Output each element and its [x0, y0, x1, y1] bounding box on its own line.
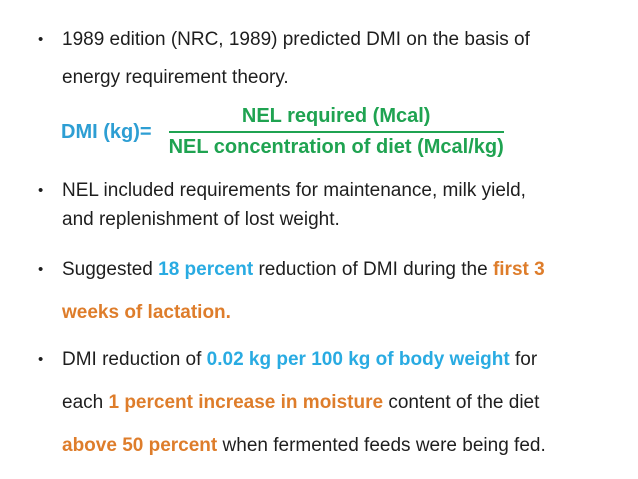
bullet-text-1: 1989 edition (NRC, 1989) predicted DMI o… [62, 21, 610, 97]
bullet-text-2: NEL included requirements for maintenanc… [62, 176, 610, 234]
text-segment: NEL included requirements for maintenanc… [62, 180, 526, 201]
bullet-text-4: DMI reduction of 0.02 kg per 100 kg of b… [62, 338, 610, 467]
highlight-orange: above 50 percent [62, 435, 218, 456]
text-line: weeks of lactation. [62, 291, 610, 334]
highlight-orange: weeks of lactation. [62, 302, 231, 323]
text-line: DMI reduction of 0.02 kg per 100 kg of b… [62, 338, 610, 381]
bullet-marker: • [38, 31, 44, 48]
text-line: and replenishment of lost weight. [62, 205, 610, 234]
text-segment: when fermented feeds were being fed. [217, 435, 546, 456]
text-segment: each [62, 392, 109, 413]
text-line: each 1 percent increase in moisture cont… [62, 381, 610, 424]
text-segment: for [509, 349, 538, 370]
text-segment: DMI reduction of [62, 349, 207, 370]
bullet-marker: • [38, 351, 44, 368]
formula-lhs: DMI (kg)= [61, 120, 152, 143]
text-line: Suggested 18 percent reduction of DMI du… [62, 248, 610, 291]
text-segment: 1989 edition (NRC, 1989) predicted DMI o… [62, 29, 530, 50]
bullet-marker: • [38, 261, 44, 278]
formula-numerator: NEL required (Mcal) [168, 104, 504, 133]
formula-denominator: NEL concentration of diet (Mcal/kg) [168, 136, 504, 158]
text-segment: and replenishment of lost weight. [62, 209, 340, 230]
bullet-item-4: • DMI reduction of 0.02 kg per 100 kg of… [38, 338, 610, 467]
text-line: energy requirement theory. [62, 59, 610, 97]
bullet-item-1: • 1989 edition (NRC, 1989) predicted DMI… [38, 21, 610, 97]
bullet-text-3: Suggested 18 percent reduction of DMI du… [62, 248, 610, 334]
text-segment: content of the diet [383, 392, 540, 413]
text-segment: Suggested [62, 259, 159, 280]
highlight-blue: 0.02 kg per 100 kg of body weight [206, 349, 510, 370]
highlight-blue: 18 percent [158, 259, 254, 280]
text-segment: reduction of DMI during the [253, 259, 493, 280]
text-line: NEL included requirements for maintenanc… [62, 176, 610, 205]
text-segment: energy requirement theory. [62, 67, 289, 88]
bullet-item-2: • NEL included requirements for maintena… [38, 176, 610, 234]
dmi-formula: DMI (kg)= NEL required (Mcal) NEL concen… [61, 104, 610, 160]
bullet-marker: • [38, 182, 44, 199]
text-line: above 50 percent when fermented feeds we… [62, 424, 610, 467]
highlight-orange: first 3 [492, 259, 545, 280]
highlight-orange: 1 percent increase in moisture [108, 392, 384, 413]
formula-fraction: NEL required (Mcal) NEL concentration of… [168, 104, 504, 160]
bullet-item-3: • Suggested 18 percent reduction of DMI … [38, 248, 610, 334]
text-line: 1989 edition (NRC, 1989) predicted DMI o… [62, 21, 610, 59]
